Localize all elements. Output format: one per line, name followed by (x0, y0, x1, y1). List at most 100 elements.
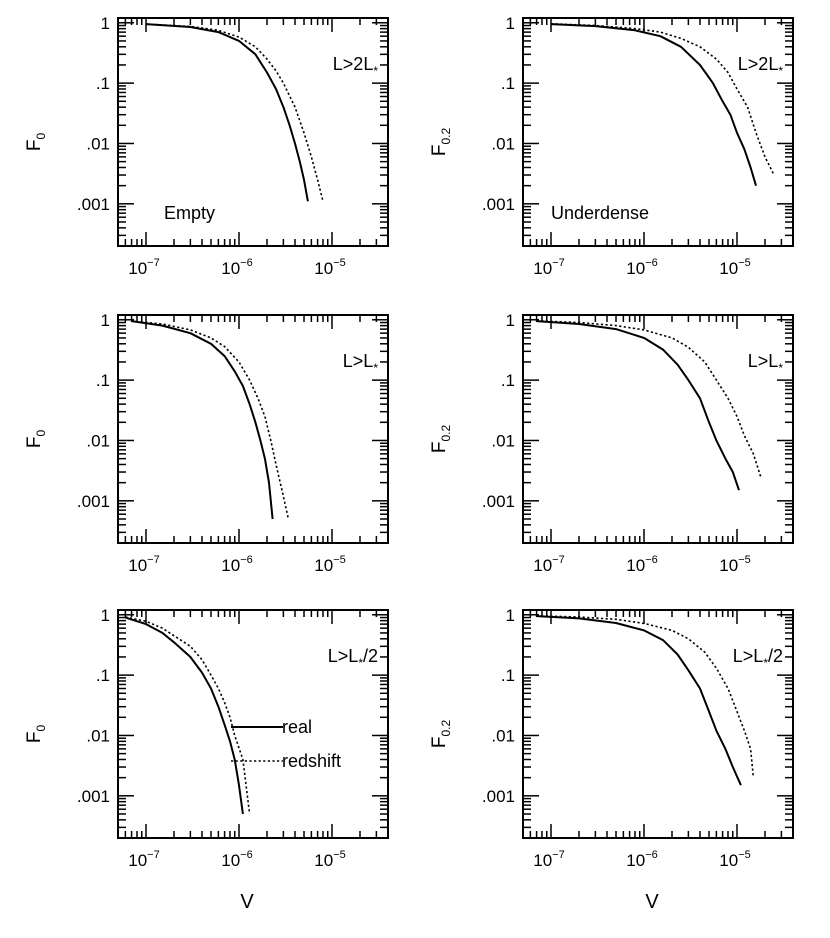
y-tick-label: .001 (482, 195, 515, 214)
x-tick-exponent: −6 (645, 554, 658, 566)
plot-frame (522, 17, 794, 247)
y-axis-label: F0.2 (429, 128, 453, 157)
x-tick-label: 10−6 (221, 849, 252, 870)
y-tick-label: .1 (501, 666, 515, 685)
y-tick-label: .01 (86, 726, 110, 745)
y-axis-label: F0.2 (429, 425, 453, 454)
x-tick-exponent: −7 (552, 257, 565, 269)
luminosity-annotation: L>2L* (333, 54, 379, 78)
x-tick-exponent: −7 (552, 849, 565, 861)
x-tick-exponent: −7 (147, 849, 160, 861)
x-tick-label: 10−7 (128, 554, 159, 575)
x-tick-label: 10−7 (533, 257, 564, 278)
x-tick-label: 10−6 (626, 554, 657, 575)
x-tick-label: 10−5 (719, 554, 750, 575)
x-tick-label: 10−6 (626, 849, 657, 870)
y-tick-label: .1 (96, 371, 110, 390)
series-redshift (536, 615, 755, 778)
x-tick-exponent: −7 (552, 554, 565, 566)
luminosity-annotation: L>L* (343, 351, 379, 375)
luminosity-annotation: L>2L* (738, 54, 784, 78)
y-ticks (523, 319, 793, 544)
y-axis-label: F0 (24, 133, 48, 152)
y-ticks (118, 22, 388, 247)
x-tick-exponent: −7 (147, 554, 160, 566)
x-ticks (522, 610, 794, 838)
x-tick-exponent: −6 (645, 257, 658, 269)
y-axis-label-base: F (24, 140, 45, 152)
series-real (145, 23, 309, 202)
x-tick-base: 10 (314, 259, 333, 278)
y-axis-label-base: F (429, 442, 450, 454)
annotation-subscript: * (778, 361, 783, 375)
luminosity-annotation: L>L*/2 (328, 646, 378, 670)
y-ticks (523, 22, 793, 247)
y-ticks (118, 319, 388, 544)
y-tick-label: .1 (501, 371, 515, 390)
x-tick-base: 10 (719, 259, 738, 278)
y-axis-label: F0 (24, 725, 48, 744)
y-tick-label: .01 (491, 134, 515, 153)
x-tick-base: 10 (314, 556, 333, 575)
x-tick-exponent: −5 (333, 554, 346, 566)
x-tick-exponent: −6 (240, 849, 253, 861)
y-tick-label: 1 (101, 311, 110, 330)
x-tick-base: 10 (626, 556, 645, 575)
x-tick-base: 10 (128, 851, 147, 870)
x-tick-exponent: −5 (333, 849, 346, 861)
x-tick-exponent: −5 (738, 849, 751, 861)
x-tick-base: 10 (314, 851, 333, 870)
legend-label: redshift (282, 751, 341, 771)
plot-frame (117, 17, 389, 247)
x-tick-label: 10−7 (128, 257, 159, 278)
y-axis-label: F0 (24, 430, 48, 449)
y-tick-label: .01 (491, 431, 515, 450)
x-tick-base: 10 (221, 851, 240, 870)
plot-frame (117, 314, 389, 544)
series-real (550, 23, 757, 186)
x-tick-label: 10−6 (626, 257, 657, 278)
y-axis-label-base: F (429, 145, 450, 157)
x-tick-exponent: −5 (333, 257, 346, 269)
plot-frame (522, 609, 794, 839)
x-tick-base: 10 (128, 556, 147, 575)
x-tick-base: 10 (719, 851, 738, 870)
x-tick-base: 10 (533, 851, 552, 870)
legend: real redshift (231, 717, 341, 771)
y-tick-label: .001 (77, 787, 110, 806)
x-tick-label: 10−6 (221, 554, 252, 575)
x-tick-base: 10 (626, 259, 645, 278)
y-ticks (118, 614, 388, 839)
y-axis-label-subscript: 0.2 (439, 128, 453, 145)
y-axis-label-base: F (24, 437, 45, 449)
y-axis-label-subscript: 0 (34, 133, 48, 140)
x-axis-label: V (645, 891, 659, 913)
y-tick-label: .001 (482, 787, 515, 806)
y-tick-label: 1 (506, 14, 515, 33)
annotation-subscript: * (763, 656, 768, 670)
x-tick-base: 10 (221, 556, 240, 575)
x-tick-label: 10−7 (533, 554, 564, 575)
y-axis-label-base: F (429, 737, 450, 749)
x-tick-base: 10 (533, 259, 552, 278)
x-tick-label: 10−7 (533, 849, 564, 870)
series-real (536, 615, 742, 786)
x-tick-label: 10−7 (128, 849, 159, 870)
y-tick-label: .001 (482, 492, 515, 511)
annotation-base: L>L (733, 646, 764, 666)
y-axis-label-base: F (24, 732, 45, 744)
annotation-base: L>2L (333, 54, 374, 74)
y-tick-label: .01 (86, 431, 110, 450)
annotation-base: L>L (343, 351, 374, 371)
annotation-base: L>L (748, 351, 779, 371)
series-real (125, 616, 244, 815)
y-axis-label: F0.2 (429, 720, 453, 749)
x-tick-label: 10−5 (314, 849, 345, 870)
sample-annotation: Underdense (551, 203, 649, 223)
